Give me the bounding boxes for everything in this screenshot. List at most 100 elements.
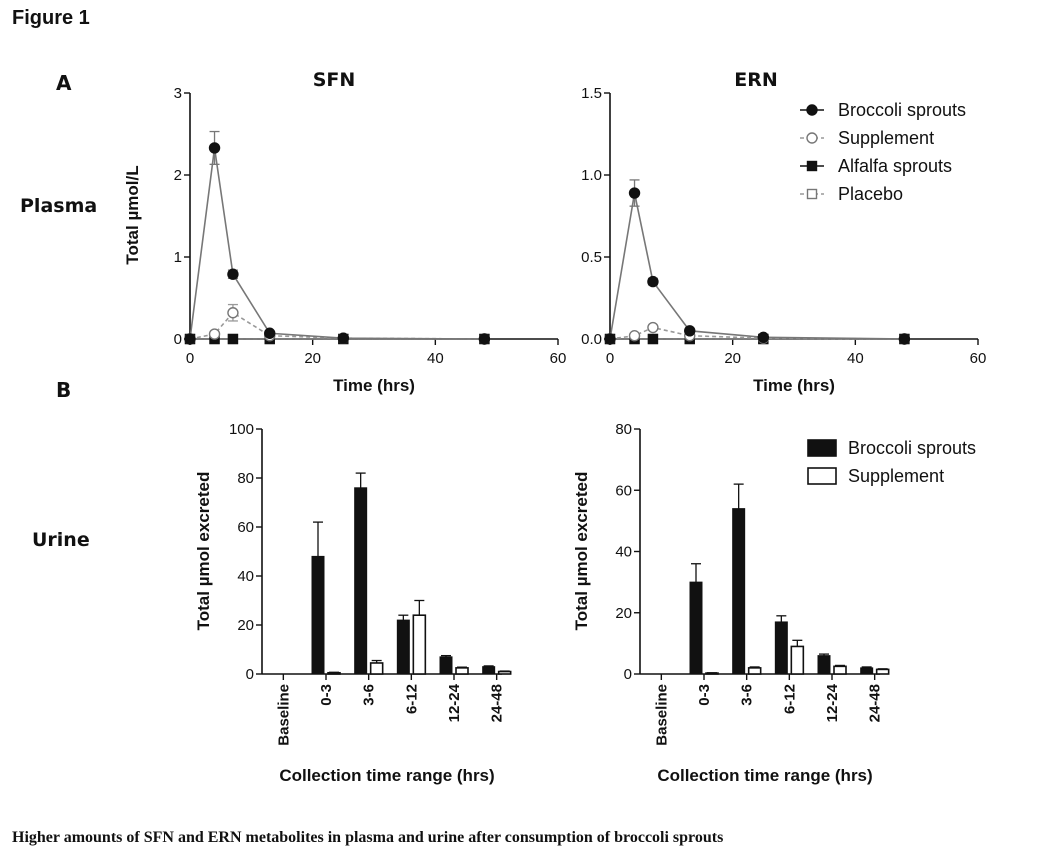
bar-supplement xyxy=(327,671,341,675)
chart-title: SFN xyxy=(313,69,356,91)
ern-plasma-chart: 0.0 0.5 1.0 1.5 0 20 40 60 ERN Time (hrs) Broccoli… xyxy=(581,69,986,395)
data-point-broccoli-sprouts xyxy=(227,268,239,280)
category-label: 0-3 xyxy=(696,684,713,706)
y-axis-label: Total µmol excreted xyxy=(194,472,213,631)
category-label: 24-48 xyxy=(489,684,506,722)
bar-broccoli-sprouts xyxy=(689,581,703,675)
y-tick-label: 80 xyxy=(615,421,632,438)
bar-supplement xyxy=(875,668,890,675)
data-point-supplement xyxy=(227,307,239,319)
x-tick-label: 60 xyxy=(970,350,987,367)
y-tick-label: 40 xyxy=(615,544,632,561)
category-label: 6-12 xyxy=(403,684,420,714)
chart-title: ERN xyxy=(734,69,778,91)
bar-broccoli-sprouts xyxy=(482,666,496,675)
bar-broccoli-sprouts xyxy=(817,655,831,675)
data-point-broccoli-sprouts xyxy=(604,333,616,345)
series-line-broccoli-sprouts xyxy=(189,147,485,340)
legend-swatch-broccoli-sprouts xyxy=(807,439,837,457)
data-point-broccoli-sprouts xyxy=(647,275,659,288)
x-axis-label: Collection time range (hrs) xyxy=(279,766,494,785)
category-label: 12-24 xyxy=(446,683,463,722)
bar-supplement xyxy=(790,645,805,675)
y-tick-label: 0.5 xyxy=(581,249,602,266)
y-tick-label: 20 xyxy=(237,617,254,634)
y-tick-label: 60 xyxy=(615,482,632,499)
data-point-broccoli-sprouts xyxy=(684,325,696,337)
bar-broccoli-sprouts xyxy=(354,487,368,675)
y-tick-label: 60 xyxy=(237,519,254,536)
bar-supplement xyxy=(497,670,512,675)
legend-swatch-supplement xyxy=(807,467,837,485)
y-tick-label: 1 xyxy=(174,249,182,266)
bar-broccoli-sprouts xyxy=(774,621,788,675)
data-point-alfalfa-sprouts xyxy=(647,333,659,345)
panel-a-label: A xyxy=(56,71,72,95)
x-tick-label: 20 xyxy=(724,350,741,367)
data-point-alfalfa-sprouts xyxy=(227,333,239,345)
y-tick-label: 0.0 xyxy=(581,331,602,348)
data-point-broccoli-sprouts xyxy=(757,331,770,344)
y-axis-label: Total µmol/L xyxy=(123,165,142,264)
category-label: 3-6 xyxy=(739,684,756,706)
x-tick-label: 40 xyxy=(427,350,444,367)
y-tick-label: 80 xyxy=(237,470,254,487)
y-tick-label: 20 xyxy=(615,605,632,622)
x-axis-label: Time (hrs) xyxy=(333,376,415,395)
data-point-supplement xyxy=(208,328,221,340)
sfn-urine-chart: 0 20 40 60 80 100 Baseline 0-3 3-6 6-12 12-24 24-48… xyxy=(194,421,512,785)
data-point-broccoli-sprouts xyxy=(898,333,911,345)
y-axis-label: Total µmol excreted xyxy=(572,472,591,631)
legend-label-supplement: Supplement xyxy=(838,128,934,148)
bar-supplement xyxy=(833,665,847,675)
y-tick-label: 0 xyxy=(174,331,182,348)
legend-marker-broccoli-sprouts xyxy=(806,104,818,116)
bar-broccoli-sprouts xyxy=(311,555,325,675)
x-tick-label: 20 xyxy=(304,350,321,367)
x-tick-label: 0 xyxy=(186,350,194,367)
ern-urine-chart: 0 20 40 60 80 Baseline 0-3 3-6 6-12 12-24 24-48 Col… xyxy=(572,421,976,785)
y-tick-label: 40 xyxy=(237,568,254,585)
figure-title: Figure 1 xyxy=(12,7,90,29)
category-label: 0-3 xyxy=(318,684,335,706)
bar-supplement xyxy=(369,662,384,675)
bar-supplement xyxy=(412,614,427,675)
y-tick-label: 0 xyxy=(624,666,632,683)
data-point-broccoli-sprouts xyxy=(628,187,641,199)
data-point-broccoli-sprouts xyxy=(478,333,491,345)
legend-label-placebo: Placebo xyxy=(838,184,903,204)
sfn-plasma-chart: 0 1 2 3 0 20 40 60 SFN Time (hrs) Total µmol/L xyxy=(123,69,566,395)
category-label: 12-24 xyxy=(824,683,841,722)
y-tick-label: 1.0 xyxy=(581,167,602,184)
row-label-plasma: Plasma xyxy=(20,195,97,217)
y-tick-label: 100 xyxy=(229,421,254,438)
legend-label-supplement: Supplement xyxy=(848,466,944,486)
figure-caption: Higher amounts of SFN and ERN metabolite… xyxy=(12,829,723,846)
x-tick-label: 60 xyxy=(550,350,567,367)
category-label: Baseline xyxy=(653,684,670,746)
panel-b-label: B xyxy=(56,378,71,402)
bar-broccoli-sprouts xyxy=(732,508,746,675)
data-point-broccoli-sprouts xyxy=(337,332,350,344)
row-label-urine: Urine xyxy=(32,529,90,551)
data-point-supplement xyxy=(628,330,641,342)
legend-label-broccoli-sprouts: Broccoli sprouts xyxy=(848,438,976,458)
data-point-broccoli-sprouts xyxy=(264,327,276,339)
legend-marker-supplement xyxy=(806,132,818,144)
y-tick-label: 2 xyxy=(174,167,182,184)
data-point-broccoli-sprouts xyxy=(184,333,196,345)
legend-label-broccoli-sprouts: Broccoli sprouts xyxy=(838,100,966,120)
bar-supplement xyxy=(747,667,762,675)
bar-broccoli-sprouts xyxy=(439,656,453,675)
y-tick-label: 3 xyxy=(174,85,182,102)
y-tick-label: 1.5 xyxy=(581,85,602,102)
category-label: 3-6 xyxy=(361,684,378,706)
data-point-broccoli-sprouts xyxy=(208,142,221,154)
bar-broccoli-sprouts xyxy=(860,667,874,675)
series-line-supplement xyxy=(609,326,905,340)
x-axis-label: Collection time range (hrs) xyxy=(657,766,872,785)
category-label: 6-12 xyxy=(781,684,798,714)
legend-marker-placebo xyxy=(806,188,818,200)
legend-marker-alfalfa-sprouts xyxy=(806,160,818,172)
